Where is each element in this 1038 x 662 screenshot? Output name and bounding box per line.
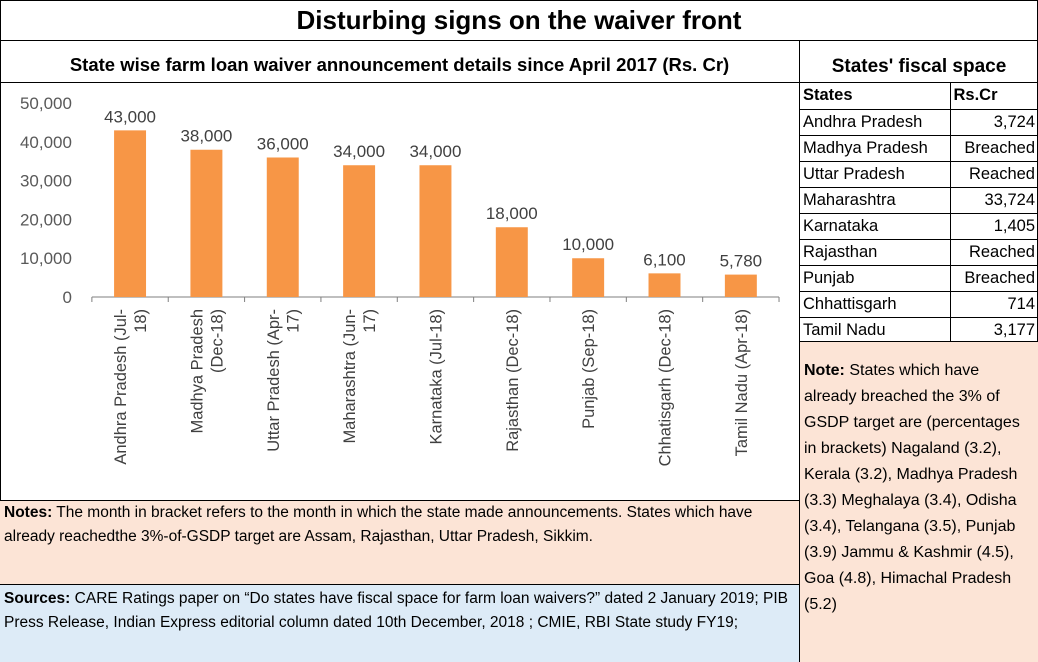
fiscal-table-row: Madhya Pradesh Breached <box>800 134 1038 162</box>
bar <box>419 165 452 297</box>
bar-data-label: 18,000 <box>486 204 538 223</box>
sources-box: Sources: CARE Ratings paper on “Do state… <box>0 585 800 662</box>
fiscal-table-row: Punjab Breached <box>800 264 1038 292</box>
fiscal-value-cell: 714 <box>949 290 1038 318</box>
bar-data-label: 38,000 <box>180 127 232 146</box>
waiver-bar-chart: 0 10,000 20,000 30,000 40,000 50,000 43,000 And… <box>20 83 800 503</box>
bar <box>572 258 605 297</box>
bar <box>495 227 528 297</box>
x-category-label-line: (Dec-18) <box>208 309 226 373</box>
fiscal-table-row: Uttar Pradesh Reached <box>800 160 1038 188</box>
y-tick-label: 0 <box>62 288 71 307</box>
y-tick-label: 10,000 <box>20 249 72 268</box>
x-category-label-line: Madhya Pradesh <box>188 309 206 434</box>
x-category-label-line: Chhatisgarh (Dec-18) <box>656 309 674 466</box>
bar <box>114 130 147 297</box>
bar-data-label: 10,000 <box>562 235 614 254</box>
x-category-label-line: 18) <box>132 309 150 333</box>
x-category-label: Maharashtra (Jun- 17) <box>341 309 379 444</box>
bar <box>724 274 757 297</box>
fiscal-state-cell: Punjab <box>800 264 951 292</box>
notes-text: The month in bracket refers to the month… <box>4 504 753 545</box>
y-tick-label: 30,000 <box>20 172 72 191</box>
sources-label: Sources: <box>4 590 71 607</box>
y-tick-label: 20,000 <box>20 210 72 229</box>
x-category-label: Tamil Nadu (Apr-18) <box>733 309 751 456</box>
fiscal-table-row: Tamil Nadu 3,177 <box>800 316 1038 344</box>
fiscal-space-table: States Rs.Cr Andhra Pradesh 3,724 Madhya P… <box>800 83 1038 344</box>
bar-data-label: 34,000 <box>410 142 462 161</box>
x-category-label-line: Rajasthan (Dec-18) <box>504 309 522 452</box>
fiscal-value-cell: 1,405 <box>949 212 1038 240</box>
x-category-label: Madhya Pradesh (Dec-18) <box>188 309 226 434</box>
x-category-label: Punjab (Sep-18) <box>580 309 598 429</box>
fiscal-value-cell: Breached <box>949 264 1038 292</box>
fiscal-note-label: Note: <box>804 362 845 379</box>
fiscal-space-title: States' fiscal space <box>800 41 1038 83</box>
fiscal-state-cell: Uttar Pradesh <box>800 160 951 188</box>
x-category-label-line: Tamil Nadu (Apr-18) <box>733 309 751 456</box>
fiscal-state-cell: Tamil Nadu <box>800 316 951 344</box>
fiscal-note: Note: States which have already breached… <box>800 341 1038 662</box>
fiscal-state-cell: Karnataka <box>800 212 951 240</box>
rs-cr-header: Rs.Cr <box>949 83 1038 110</box>
fiscal-value-cell: Reached <box>949 238 1038 266</box>
page-title: Disturbing signs on the waiver front <box>0 0 1038 41</box>
sources-text: CARE Ratings paper on “Do states have fi… <box>4 590 789 631</box>
bar <box>190 149 223 297</box>
fiscal-value-cell: 3,177 <box>949 316 1038 344</box>
y-tick-label: 50,000 <box>20 94 72 113</box>
fiscal-table-row: Andhra Pradesh 3,724 <box>800 108 1038 136</box>
bar-data-label: 43,000 <box>104 107 156 126</box>
chart-notes: Notes: The month in bracket refers to th… <box>0 500 800 585</box>
x-category-label-line: Punjab (Sep-18) <box>580 309 598 429</box>
fiscal-table-row: Rajasthan Reached <box>800 238 1038 266</box>
y-tick-label: 40,000 <box>20 133 72 152</box>
fiscal-state-cell: Chhattisgarh <box>800 290 951 318</box>
fiscal-state-cell: Madhya Pradesh <box>800 134 951 162</box>
x-category-label: Karnataka (Jul-18) <box>427 309 445 444</box>
bar <box>343 165 376 297</box>
fiscal-table-row: Maharashtra 33,724 <box>800 186 1038 214</box>
bar <box>648 273 681 297</box>
bar-data-label: 6,100 <box>643 250 685 269</box>
bar-data-label: 36,000 <box>257 134 309 153</box>
fiscal-table-row: Karnataka 1,405 <box>800 212 1038 240</box>
x-category-label: Chhatisgarh (Dec-18) <box>656 309 674 466</box>
chart-title: State wise farm loan waiver announcement… <box>0 41 800 83</box>
fiscal-value-cell: Breached <box>949 134 1038 162</box>
x-category-label-line: 17) <box>361 309 379 333</box>
fiscal-value-cell: 33,724 <box>949 186 1038 214</box>
fiscal-value-cell: 3,724 <box>949 108 1038 136</box>
x-category-label-line: 17) <box>285 309 303 333</box>
fiscal-state-cell: Andhra Pradesh <box>800 108 951 136</box>
x-category-label: Andhra Pradesh (Jul- 18) <box>112 309 150 465</box>
x-category-label-line: Maharashtra (Jun- <box>341 309 359 444</box>
fiscal-note-text: States which have already breached the 3… <box>804 362 1020 613</box>
bar <box>266 157 299 297</box>
states-header: States <box>800 83 951 110</box>
x-category-label: Uttar Pradesh (Apr- 17) <box>265 309 303 452</box>
bar-data-label: 34,000 <box>333 142 385 161</box>
fiscal-table-row: Chhattisgarh 714 <box>800 290 1038 318</box>
notes-label: Notes: <box>4 504 53 521</box>
x-category-label: Rajasthan (Dec-18) <box>504 309 522 452</box>
fiscal-value-cell: Reached <box>949 160 1038 188</box>
x-category-label-line: Uttar Pradesh (Apr- <box>265 309 283 452</box>
fiscal-table-header: States Rs.Cr <box>800 83 1038 110</box>
x-category-label-line: Karnataka (Jul-18) <box>427 309 445 444</box>
fiscal-state-cell: Rajasthan <box>800 238 951 266</box>
fiscal-state-cell: Maharashtra <box>800 186 951 214</box>
bar-data-label: 5,780 <box>720 252 762 271</box>
x-category-label-line: Andhra Pradesh (Jul- <box>112 309 130 465</box>
